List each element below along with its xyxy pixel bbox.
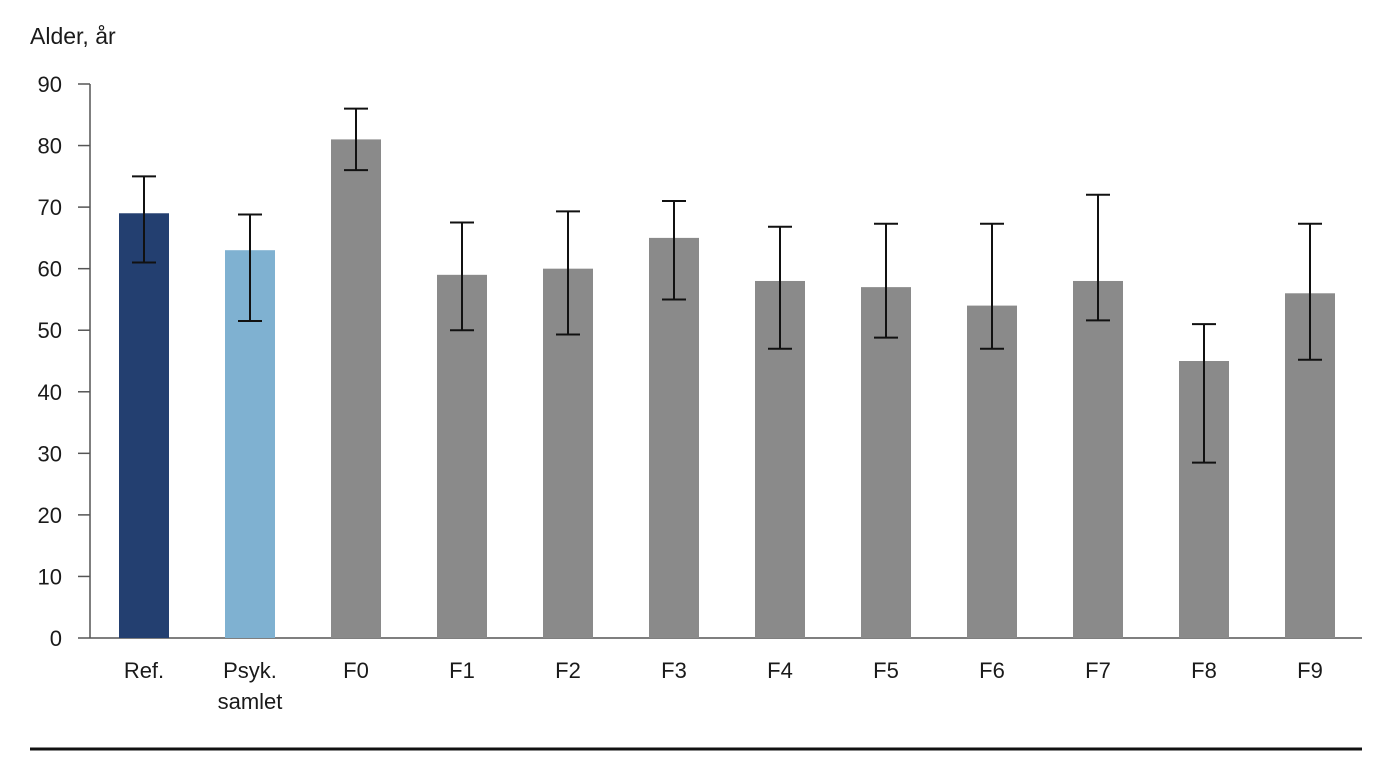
y-tick-label: 50: [38, 318, 62, 343]
y-tick-label: 30: [38, 441, 62, 466]
y-tick-label: 40: [38, 380, 62, 405]
y-axis: 0 10 20 30 40 50 60 70 80 90: [38, 72, 1362, 651]
error-bar: [1192, 323, 1216, 464]
y-tick-label: 20: [38, 503, 62, 528]
x-tick-label: F3: [661, 658, 687, 683]
x-tick-label: F9: [1297, 658, 1323, 683]
y-axis-label: Alder, år: [30, 23, 116, 49]
x-axis-tick-labels: Ref. Psyk. samlet F0 F1 F2 F3 F4 F5 F6 F7 F8 F9: [124, 658, 1323, 714]
x-tick-label: F0: [343, 658, 369, 683]
y-tick-label: 10: [38, 564, 62, 589]
x-tick-label-line: F0: [343, 658, 369, 683]
x-tick-label-line: F6: [979, 658, 1005, 683]
bar: [649, 237, 699, 638]
x-tick-label-line: F9: [1297, 658, 1323, 683]
bar: [331, 139, 381, 638]
x-tick-label-line: F5: [873, 658, 899, 683]
error-bar: [1086, 193, 1110, 322]
error-bar: [1298, 222, 1322, 361]
x-tick-label-line: F4: [767, 658, 793, 683]
y-tick-label: 80: [38, 134, 62, 159]
x-tick-label-line: F7: [1085, 658, 1111, 683]
error-bar: [556, 210, 580, 336]
bar: [119, 213, 169, 638]
bar: [437, 274, 487, 638]
x-tick-label-line: F2: [555, 658, 581, 683]
y-tick-label: 70: [38, 195, 62, 220]
y-tick-label: 0: [50, 626, 62, 651]
error-bars: [132, 107, 1322, 464]
error-bar: [874, 222, 898, 339]
error-bar: [980, 222, 1004, 350]
bar: [1073, 280, 1123, 638]
x-tick-label-line: F8: [1191, 658, 1217, 683]
x-tick-label: F8: [1191, 658, 1217, 683]
x-tick-label: F6: [979, 658, 1005, 683]
x-tick-label-line: Psyk.: [223, 658, 277, 683]
x-tick-label: Ref.: [124, 658, 164, 683]
x-tick-label: F2: [555, 658, 581, 683]
bars: [119, 139, 1335, 638]
bar: [861, 287, 911, 638]
error-bar: [238, 213, 262, 322]
bar: [967, 305, 1017, 638]
x-tick-label: F4: [767, 658, 793, 683]
x-tick-label: F1: [449, 658, 475, 683]
x-tick-label: F7: [1085, 658, 1111, 683]
x-tick-label-line: F3: [661, 658, 687, 683]
x-tick-label-line: samlet: [218, 689, 283, 714]
error-bar: [450, 221, 474, 332]
x-tick-label: F5: [873, 658, 899, 683]
error-bar: [132, 175, 156, 264]
error-bar: [344, 107, 368, 172]
error-bar: [662, 199, 686, 301]
x-tick-label-line: F1: [449, 658, 475, 683]
y-tick-label: 60: [38, 257, 62, 282]
y-tick-label: 90: [38, 72, 62, 97]
x-tick-label-line: Ref.: [124, 658, 164, 683]
error-bar: [768, 225, 792, 350]
x-tick-label: Psyk. samlet: [218, 658, 283, 714]
